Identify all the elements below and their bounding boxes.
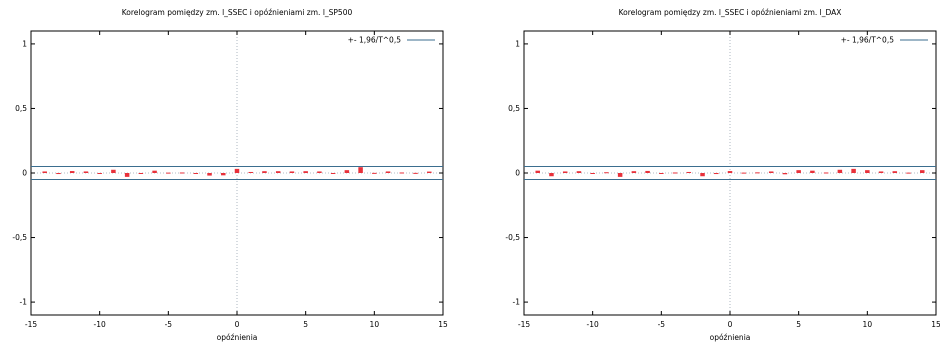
x-tick-label: 0 — [728, 320, 733, 329]
correlation-bar — [138, 173, 144, 174]
y-tick-label: -1 — [20, 298, 28, 307]
correlation-bar — [234, 168, 240, 173]
correlation-bar — [604, 172, 609, 174]
correlation-bar — [111, 169, 116, 173]
y-tick-label: 1 — [515, 39, 520, 48]
correlation-bar — [892, 171, 898, 173]
correlation-bar — [741, 172, 746, 174]
correlation-bar — [303, 171, 308, 173]
chart-title: Korelogram pomiędzy zm. l_SSEC i opóźnie… — [619, 8, 842, 17]
correlation-bar — [317, 171, 322, 173]
correlation-bar — [878, 171, 884, 173]
correlation-bar — [97, 173, 102, 174]
correlation-bar — [221, 173, 226, 176]
correlation-bar — [83, 171, 89, 173]
correlation-bar — [865, 170, 870, 173]
x-tick-label: -15 — [25, 320, 37, 329]
chart-title: Korelogram pomiędzy zm. l_SSEC i opóźnie… — [122, 8, 353, 17]
correlation-bar — [576, 171, 582, 173]
correlation-bar — [920, 170, 925, 173]
correlation-bar — [700, 173, 705, 177]
correlation-bar — [823, 172, 829, 174]
correlation-bar — [275, 171, 281, 173]
correlation-bar — [56, 173, 61, 175]
correlation-bar — [810, 170, 815, 173]
x-tick-label: -10 — [587, 320, 599, 329]
x-tick-label: -5 — [165, 320, 173, 329]
correlation-bar — [193, 173, 199, 174]
correlation-bar — [631, 171, 637, 173]
correlation-bar — [427, 171, 432, 173]
correlation-bar — [385, 171, 391, 173]
correlation-bar — [152, 170, 157, 173]
correlation-bar — [562, 171, 568, 173]
correlation-bar — [344, 170, 350, 173]
x-tick-label: -15 — [518, 320, 530, 329]
correlation-bar — [166, 172, 171, 174]
correlation-bar — [262, 171, 267, 173]
correlation-bar — [549, 173, 554, 177]
correlation-bar — [535, 170, 540, 173]
x-tick-label: 5 — [303, 320, 308, 329]
correlation-bar — [69, 171, 75, 173]
y-tick-label: -0,5 — [12, 233, 27, 242]
correlation-bar — [590, 173, 595, 174]
correlation-bar — [837, 169, 843, 173]
correlation-bar — [906, 172, 911, 174]
correlation-bar — [645, 170, 650, 173]
correlation-bar — [358, 167, 363, 173]
correlation-bar — [372, 172, 377, 174]
correlation-bar — [782, 173, 788, 175]
y-tick-label: 0 — [515, 169, 520, 178]
x-axis-label: opóźnienia — [710, 333, 751, 342]
legend-label: +- 1,96/T^0,5 — [348, 36, 402, 45]
correlation-bar — [796, 170, 801, 173]
x-tick-label: 15 — [931, 320, 940, 329]
correlation-bar — [179, 172, 185, 174]
x-tick-label: -10 — [94, 320, 106, 329]
x-tick-label: 10 — [370, 320, 380, 329]
y-tick-label: -1 — [513, 298, 521, 307]
x-tick-label: 10 — [863, 320, 873, 329]
correlation-bar — [672, 172, 678, 174]
correlation-bar — [727, 171, 733, 173]
correlation-bar — [851, 168, 856, 173]
correlation-bar — [617, 173, 623, 177]
y-tick-label: 0,5 — [508, 104, 520, 113]
correlation-bar — [207, 173, 212, 176]
correlation-bar — [399, 172, 405, 174]
correlation-bar — [289, 171, 295, 173]
correlation-bar — [42, 171, 47, 173]
y-tick-label: 0,5 — [15, 104, 27, 113]
x-tick-label: 0 — [235, 320, 240, 329]
correlation-bar — [330, 173, 336, 174]
x-tick-label: 15 — [438, 320, 448, 329]
y-tick-label: -0,5 — [505, 233, 520, 242]
y-tick-label: 1 — [22, 39, 27, 48]
legend-label: +- 1,96/T^0,5 — [841, 36, 895, 45]
x-axis-label: opóźnienia — [217, 333, 258, 342]
correlation-bar — [659, 173, 664, 174]
correlation-bar — [768, 171, 774, 173]
correlation-bar — [686, 171, 692, 173]
correlogram-dax-chart: Korelogram pomiędzy zm. l_SSEC i opóźnie… — [505, 8, 940, 342]
x-tick-label: -5 — [658, 320, 666, 329]
correlogram-sp500-chart: Korelogram pomiędzy zm. l_SSEC i opóźnie… — [12, 8, 448, 342]
correlation-bar — [124, 173, 130, 177]
correlation-bar — [413, 172, 418, 174]
y-tick-label: 0 — [22, 169, 27, 178]
correlation-bar — [248, 171, 253, 173]
correlation-bar — [714, 173, 719, 175]
x-tick-label: 5 — [796, 320, 801, 329]
correlation-bar — [755, 172, 760, 174]
